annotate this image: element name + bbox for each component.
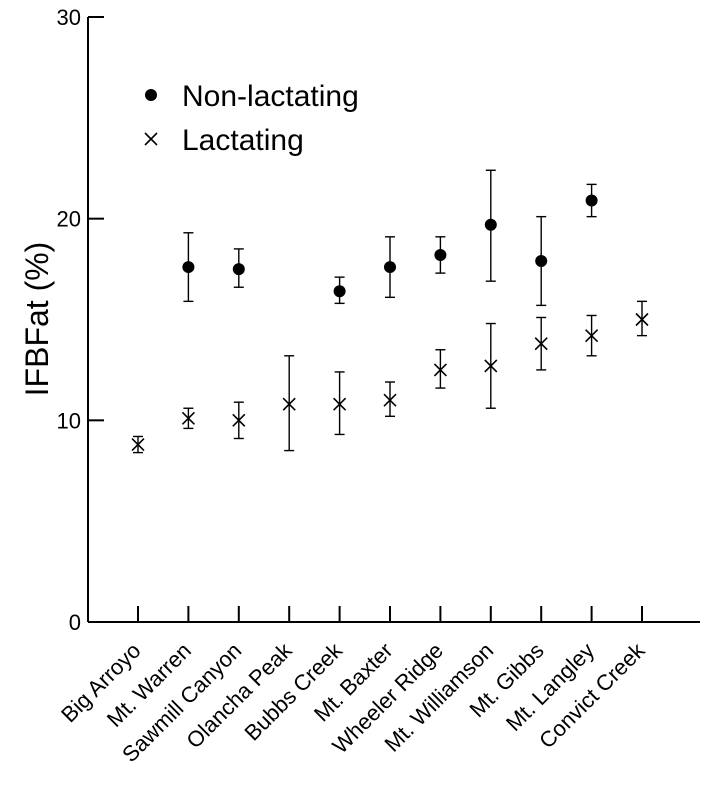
data-point xyxy=(434,248,447,261)
y-tick-label: 20 xyxy=(57,207,81,232)
data-point xyxy=(182,261,195,274)
x-marker-stroke xyxy=(144,132,158,146)
y-axis-label: IFBFat (%) xyxy=(19,242,55,397)
x-marker-stroke xyxy=(635,312,649,327)
series-0 xyxy=(182,169,598,307)
data-point xyxy=(585,194,598,207)
data-point xyxy=(535,255,548,268)
y-axis-ticks: 0 10 20 30 xyxy=(57,5,104,635)
data-point xyxy=(232,263,245,276)
data-point xyxy=(484,359,498,373)
x-marker-stroke xyxy=(433,363,447,377)
series-1 xyxy=(131,300,649,454)
x-marker-stroke xyxy=(484,359,498,373)
data-point xyxy=(383,393,397,407)
x-marker-stroke xyxy=(181,411,195,425)
data-point xyxy=(534,337,548,351)
legend-marker xyxy=(145,89,157,101)
data-point xyxy=(635,312,649,327)
data-point xyxy=(333,397,347,411)
x-marker-stroke xyxy=(585,329,599,343)
legend: Non-lactating Lactating xyxy=(144,80,359,157)
legend-marker xyxy=(144,132,158,146)
data-point xyxy=(232,413,246,427)
data-point xyxy=(333,285,346,298)
y-tick-label: 0 xyxy=(69,610,81,635)
data-point xyxy=(384,261,396,274)
data-point xyxy=(585,329,599,343)
x-marker-stroke xyxy=(131,437,145,452)
y-tick-label: 10 xyxy=(57,408,81,433)
x-marker-stroke xyxy=(534,337,548,351)
legend-label: Lactating xyxy=(182,124,304,157)
data-point xyxy=(131,437,145,452)
x-marker-stroke xyxy=(333,397,347,411)
legend-entry-1: Lactating xyxy=(144,124,304,157)
data-point xyxy=(282,397,296,411)
x-marker-stroke xyxy=(232,413,246,427)
series-layer xyxy=(131,169,649,454)
data-point xyxy=(181,411,195,425)
data-point xyxy=(484,218,497,231)
axes xyxy=(87,17,700,623)
legend-entry-0: Non-lactating xyxy=(145,80,359,113)
x-marker-stroke xyxy=(282,397,296,411)
data-point xyxy=(433,363,447,377)
y-tick-label: 30 xyxy=(57,5,81,30)
legend-label: Non-lactating xyxy=(182,80,359,113)
x-marker-stroke xyxy=(383,393,397,407)
